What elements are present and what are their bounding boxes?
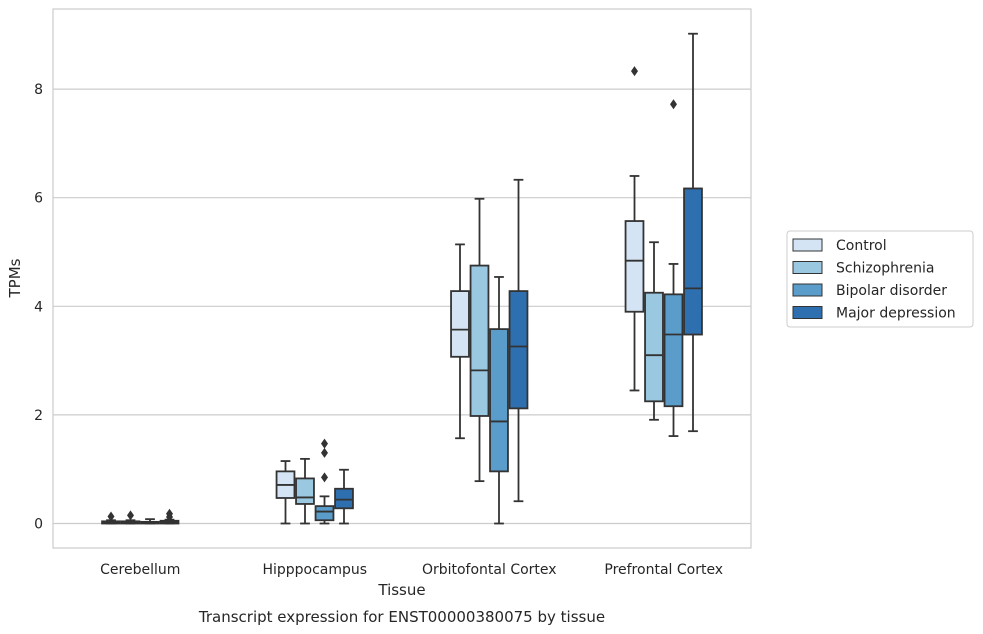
box-control — [275, 460, 296, 525]
outlier-point — [107, 511, 115, 522]
box-control — [624, 66, 645, 392]
outlier-point — [670, 99, 677, 110]
box-bipolar-disorder — [314, 438, 335, 525]
x-axis-label: Tissue — [377, 581, 425, 599]
x-axis-ticks: Cerebellum Hipppocampus Orbitofontal Corte… — [100, 562, 723, 578]
x-tick-label: Cerebellum — [100, 562, 180, 578]
y-axis-ticks: 0 2 4 6 8 — [34, 82, 43, 532]
box-iqr — [644, 291, 664, 403]
legend-entry-label: Schizophrenia — [836, 261, 934, 277]
outlier-point — [321, 438, 328, 449]
box-major-depression — [683, 32, 703, 433]
box-schizophrenia — [120, 510, 141, 525]
legend-swatch — [792, 306, 823, 319]
x-tick-label: Hipppocampus — [262, 562, 367, 578]
y-tick-label: 2 — [34, 408, 43, 424]
y-tick-label: 0 — [34, 517, 43, 533]
box-control — [101, 511, 121, 525]
box-bipolar-disorder — [140, 518, 160, 525]
outlier-point — [631, 66, 638, 77]
box-control — [450, 243, 470, 440]
legend-entry-label: Control — [836, 238, 887, 254]
box-iqr — [663, 293, 684, 408]
legend-entry-label: Bipolar disorder — [836, 283, 947, 299]
outlier-point — [321, 472, 328, 483]
y-tick-label: 6 — [34, 191, 43, 207]
box-iqr — [469, 264, 490, 417]
box-iqr — [314, 505, 335, 522]
box-iqr — [508, 290, 529, 410]
box-iqr — [683, 187, 703, 336]
legend: Control Schizophrenia Bipolar disorder Majo… — [786, 230, 974, 328]
box-schizophrenia — [295, 457, 315, 525]
legend-swatch — [792, 261, 823, 274]
box-major-depression — [508, 178, 529, 503]
box-major-depression — [159, 508, 180, 525]
y-tick-label: 8 — [34, 82, 43, 98]
box-schizophrenia — [469, 197, 490, 483]
outlier-point — [127, 510, 134, 521]
outlier-point — [166, 508, 173, 519]
box-iqr — [489, 328, 509, 473]
chart-caption: Transcript expression for ENST0000038007… — [198, 608, 605, 626]
x-tick-label: Prefrontal Cortex — [604, 562, 723, 578]
box-iqr — [450, 290, 470, 358]
x-tick-label: Orbitofontal Cortex — [422, 562, 557, 578]
box-iqr — [295, 477, 315, 505]
box-iqr — [624, 220, 645, 313]
box-schizophrenia — [644, 241, 664, 421]
y-tick-label: 4 — [34, 299, 43, 315]
outlier-point — [321, 447, 328, 458]
legend-swatch — [792, 283, 823, 297]
legend-frame — [786, 230, 974, 328]
y-axis-label: TPMs — [6, 258, 24, 298]
box-series — [101, 32, 703, 525]
legend-swatch — [792, 238, 823, 252]
plot-area-frame — [52, 8, 752, 549]
box-bipolar-disorder — [489, 276, 509, 525]
box-bipolar-disorder — [663, 99, 684, 437]
box-major-depression — [334, 468, 354, 525]
box-iqr — [334, 487, 354, 510]
legend-entry-label: Major depression — [836, 306, 956, 322]
